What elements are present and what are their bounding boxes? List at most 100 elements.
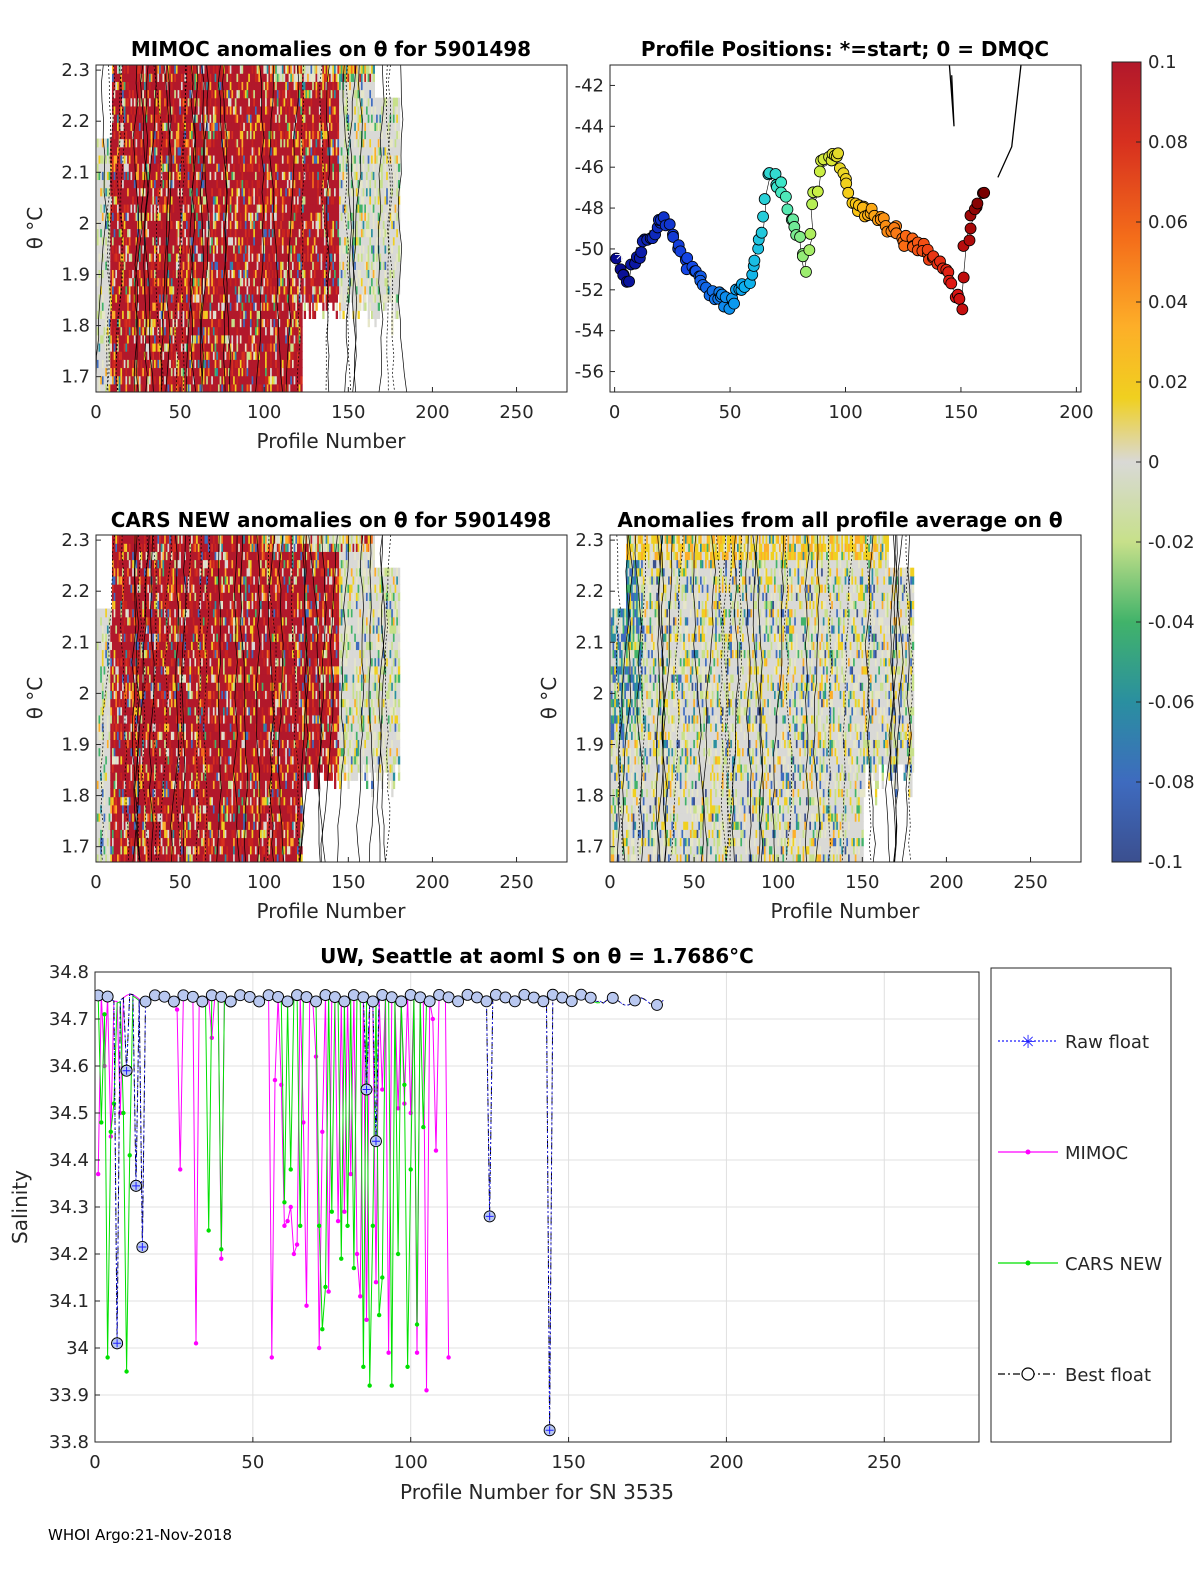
p1-cell	[249, 375, 253, 385]
p1-cell	[157, 220, 160, 230]
p1-cell	[101, 146, 105, 156]
p1-cell	[157, 130, 160, 140]
p1-cell	[293, 269, 296, 279]
p1-cell	[162, 163, 165, 172]
p1-cell	[285, 146, 288, 156]
p1-cell	[204, 89, 207, 99]
p1-cell	[268, 195, 271, 205]
p1-cell	[117, 187, 120, 197]
p1-cell	[219, 359, 222, 369]
p1-cell	[118, 261, 121, 270]
p1-cell	[211, 163, 214, 172]
p1-cell	[246, 269, 249, 279]
p1-cell	[152, 212, 155, 221]
p1-cell	[132, 171, 135, 181]
p1-cell	[251, 367, 254, 377]
p1-cell	[233, 65, 236, 74]
p1-cell	[142, 318, 145, 328]
p1-cell	[132, 73, 135, 82]
p1-cell	[96, 261, 100, 270]
p1-cell	[261, 269, 264, 279]
p1-cell	[170, 342, 174, 352]
p1-cell	[253, 310, 256, 320]
p1-cell	[196, 228, 199, 238]
p1-cell	[143, 179, 147, 189]
p1-cell	[180, 261, 184, 270]
p1-cell	[192, 269, 196, 279]
p1-cell	[295, 244, 298, 254]
p1-cell	[132, 203, 135, 213]
p1-cell	[241, 277, 244, 287]
p1-cell	[239, 163, 243, 172]
p1-cell	[123, 73, 127, 82]
p1-cell	[285, 244, 288, 254]
p1-cell	[174, 212, 177, 221]
p1-cell	[265, 65, 268, 74]
p1-cell	[276, 228, 280, 238]
p1-cell	[162, 114, 165, 123]
p1-cell	[147, 277, 150, 287]
p1-cell	[115, 146, 118, 156]
p1-cell	[123, 269, 127, 279]
p1-cell	[286, 81, 290, 91]
p1-cell	[228, 89, 231, 99]
p1-cell	[191, 114, 194, 123]
p1-cell	[157, 73, 160, 82]
p1-cell	[108, 138, 111, 148]
p1-cell	[290, 375, 293, 385]
p1-cell	[217, 367, 221, 377]
p1-cell	[275, 203, 278, 213]
p1-cell	[194, 285, 197, 295]
p1-cell	[111, 253, 115, 262]
p1-cell	[211, 65, 214, 74]
p1-cell	[111, 171, 115, 181]
p1-cell	[115, 171, 118, 181]
p1-cell	[226, 334, 229, 344]
p1-cell	[184, 228, 187, 238]
p1-cell	[271, 81, 275, 91]
p1-cell	[286, 359, 290, 369]
p1-cell	[125, 220, 128, 230]
p1-cell	[154, 293, 157, 303]
p1-cell	[249, 351, 253, 360]
p1-cell	[113, 105, 116, 115]
p1-cell	[157, 154, 160, 164]
p1-cell	[258, 73, 261, 82]
p1-cell	[286, 89, 290, 99]
p1-cell	[291, 293, 295, 303]
p1-cell	[293, 375, 296, 385]
p1-cell	[307, 130, 310, 140]
p1-cell	[189, 253, 192, 262]
p1-cell	[194, 261, 197, 270]
p1-cell	[291, 277, 295, 287]
p1-cell	[286, 97, 290, 107]
p1-cell	[167, 236, 170, 246]
p1-cell	[260, 351, 263, 360]
p1-cell	[249, 367, 253, 377]
p1-cell	[184, 244, 187, 254]
p1-cell	[159, 228, 162, 238]
p1-cell	[212, 261, 216, 270]
p1-cell	[165, 130, 169, 140]
p1-cell	[293, 97, 296, 107]
p1-cell	[281, 285, 285, 295]
p1-cell	[238, 105, 241, 115]
p1-cell	[268, 122, 271, 131]
p1-cell	[135, 302, 138, 311]
p1-cell	[137, 81, 140, 91]
p1-cell	[172, 228, 175, 238]
p1-cell	[160, 105, 164, 115]
p1-cell	[152, 367, 155, 377]
p1-cell	[290, 146, 293, 156]
p1-cell	[180, 73, 184, 82]
p1-cell	[223, 261, 226, 270]
p1-cell	[253, 203, 256, 213]
p1-cell	[182, 318, 185, 328]
p1-cell	[103, 212, 106, 221]
p1-cell	[283, 293, 286, 303]
p1-cell	[184, 261, 187, 270]
p1-cell	[167, 81, 170, 91]
p1-cell	[216, 285, 219, 295]
p1-cell	[130, 302, 133, 311]
